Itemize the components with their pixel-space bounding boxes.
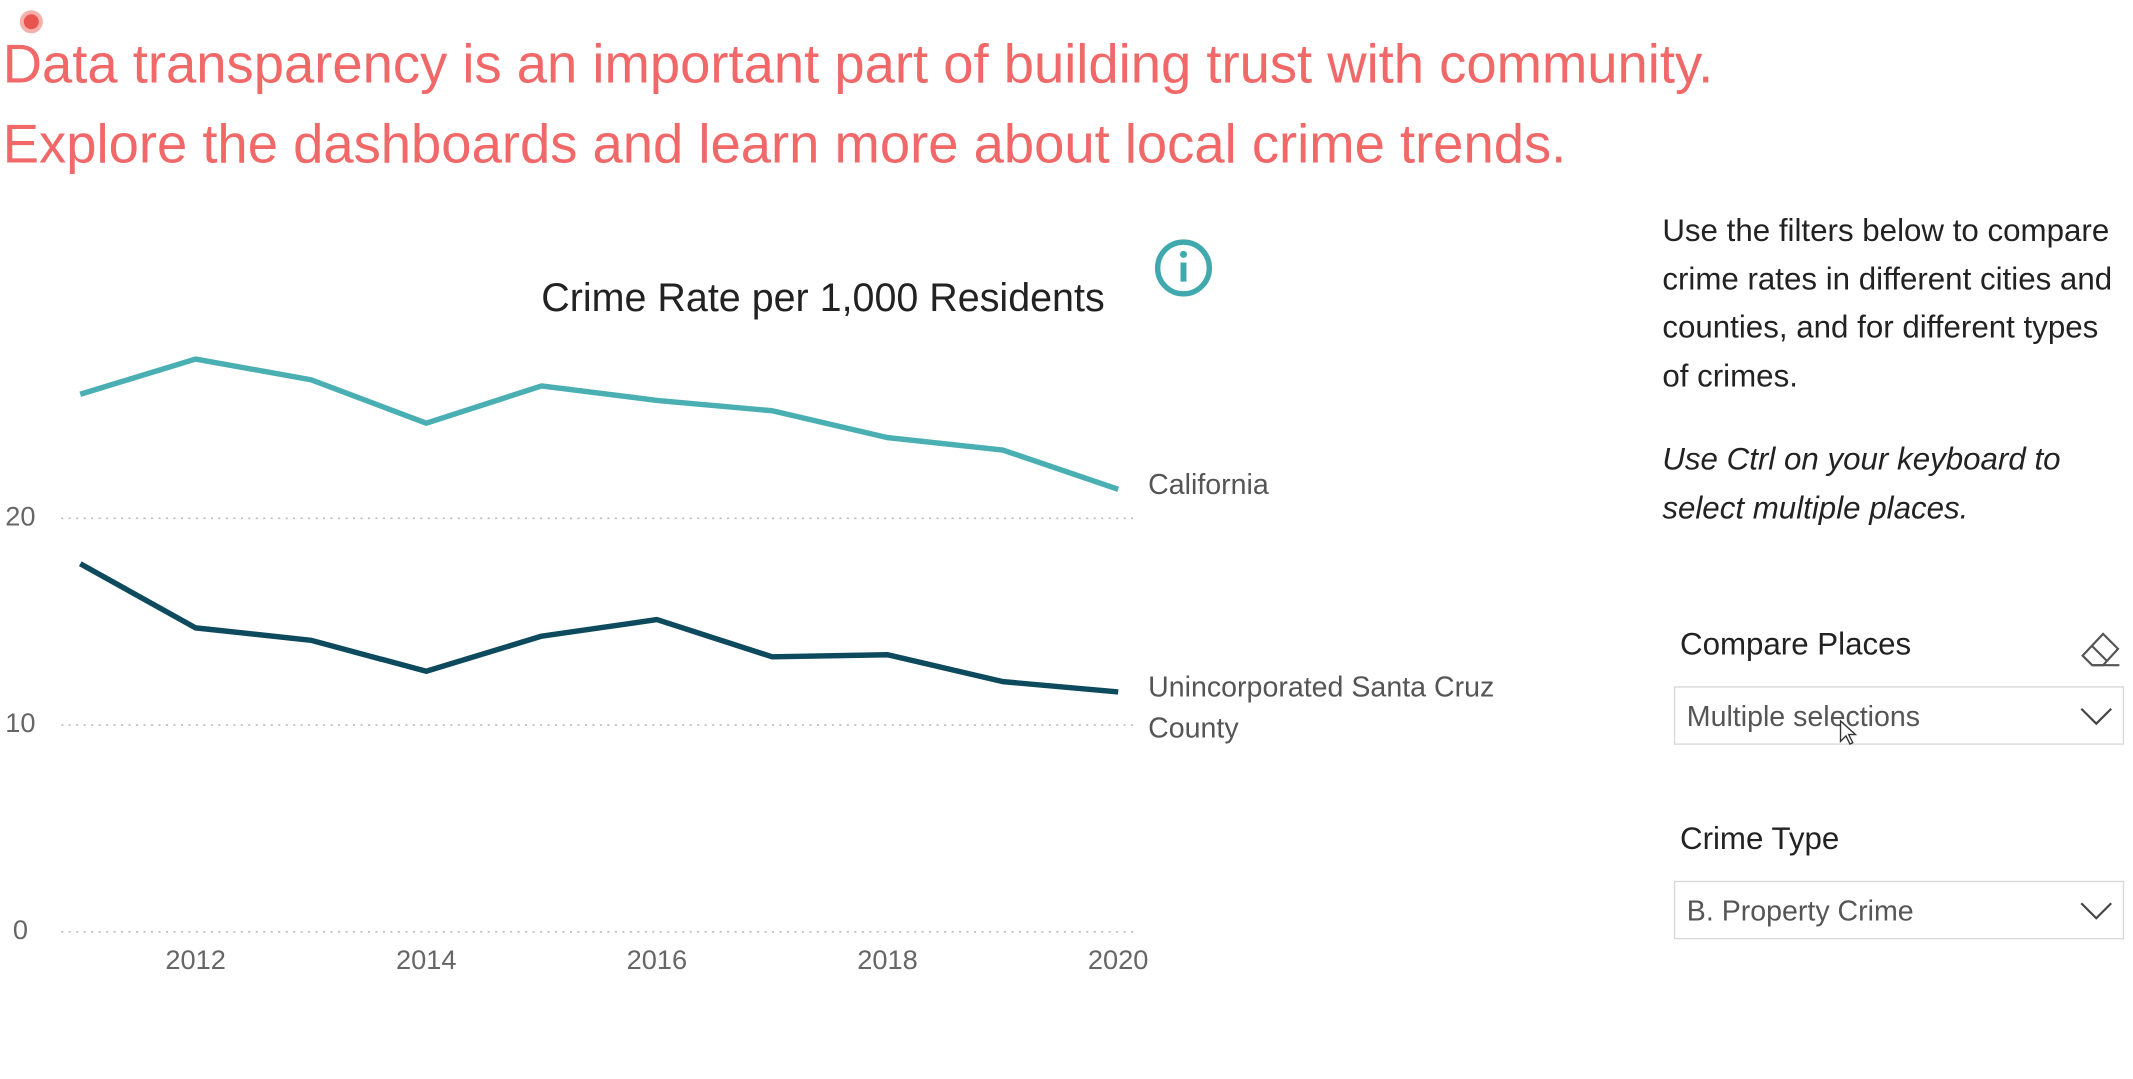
header-line: Explore the dashboards and learn more ab… [3, 114, 1567, 175]
info-icon[interactable] [1154, 239, 1213, 297]
filter-label: Crime Type [1680, 821, 1839, 856]
y-tick-label: 20 [5, 500, 35, 531]
dropdown-value: B. Property Crime [1687, 895, 1914, 927]
filter-help: Use the filters below to compare crime r… [1662, 212, 2113, 526]
y-tick-label: 0 [13, 914, 28, 945]
dropdown-value: Multiple selections [1687, 701, 1920, 733]
note: Use Ctrl on your keyboard to select mult… [1662, 441, 2061, 526]
series-line [78, 561, 1119, 695]
dropdown[interactable]: Multiple selections [1673, 686, 2125, 745]
series-line [79, 356, 1120, 492]
eraser-icon[interactable] [2081, 632, 2120, 667]
description: Use the filters below to compare crime r… [1662, 212, 2113, 393]
x-tick-label: 2012 [165, 944, 225, 975]
x-tick-label: 2016 [627, 944, 687, 975]
series-label-box: California [1148, 468, 1269, 501]
x-tick-label: 2018 [857, 944, 917, 975]
filter-label: Compare Places [1680, 626, 1911, 661]
x-tick-label: 2020 [1088, 944, 1148, 975]
line-chart: 0 10 20 2012 2014 2016 2018 2020 California Uninc… [5, 356, 1495, 975]
chart-title: Crime Rate per 1,000 Residents [541, 276, 1104, 320]
series-label: California [1148, 468, 1269, 501]
header-line: Data transparency is an important part o… [3, 33, 1714, 94]
record-indicator [19, 10, 43, 34]
y-tick-label: 10 [5, 707, 35, 738]
x-tick-label: 2014 [396, 944, 456, 975]
series-label-box: Unincorporated Santa Cruz County [1148, 671, 1495, 744]
series-label: Unincorporated Santa Cruz County [1148, 671, 1495, 744]
cursor [1839, 719, 1858, 746]
dropdown[interactable]: B. Property Crime [1673, 880, 2125, 940]
